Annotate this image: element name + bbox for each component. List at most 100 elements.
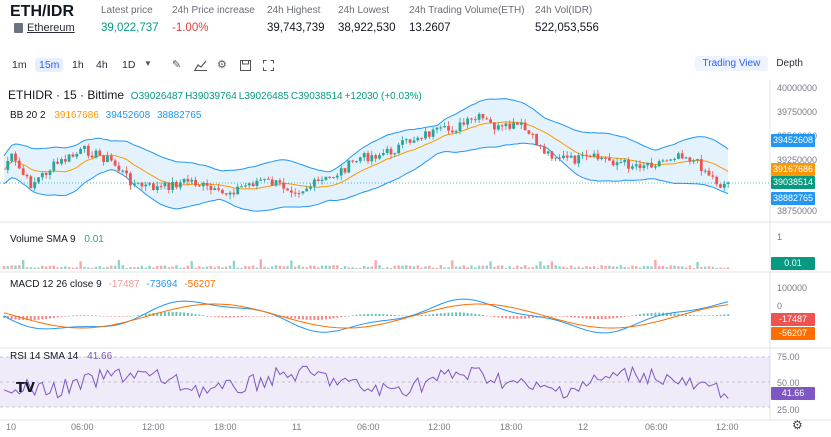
pair-title: ETH/IDR <box>10 3 74 20</box>
timeframe-1m[interactable]: 1m <box>12 59 27 71</box>
macd-histogram-bar <box>163 312 166 316</box>
candle-body <box>719 184 722 188</box>
volume-bar <box>516 265 519 269</box>
macd-histogram-bar <box>439 313 442 316</box>
candle-body <box>585 154 588 156</box>
candle-body <box>500 125 504 127</box>
time-axis-label: 12:00 <box>142 422 165 432</box>
volume-bar <box>397 265 400 269</box>
save-icon[interactable] <box>240 60 251 71</box>
candle-body <box>320 179 324 181</box>
volume-bar <box>274 265 278 269</box>
volume-bar <box>635 266 638 269</box>
volume-bar <box>700 266 703 269</box>
stat-24h-highest: 24h Highest 39,743,739 <box>267 5 325 34</box>
price-axis-label: 39750000 <box>777 107 818 117</box>
candle-body <box>113 160 117 166</box>
macd-histogram-bar <box>305 316 308 320</box>
candle-body <box>117 165 121 171</box>
candle-body <box>558 157 561 159</box>
volume-bar <box>466 267 469 269</box>
macd-histogram-bar <box>298 316 300 320</box>
macd-histogram-bar <box>294 316 297 319</box>
timeframe-1d[interactable]: 1D <box>122 59 136 71</box>
candle-body <box>316 179 320 181</box>
candle-body <box>240 186 243 188</box>
volume-bar <box>665 267 669 269</box>
volume-bar <box>267 267 270 269</box>
tab-trading-view[interactable]: Trading View <box>694 56 769 71</box>
volume-bar <box>707 266 711 269</box>
macd-histogram-bar <box>424 314 427 316</box>
macd-histogram-bar <box>102 316 105 317</box>
volume-bar <box>152 267 155 269</box>
volume-bar <box>378 265 381 269</box>
macd-histogram-bar <box>64 316 67 317</box>
volume-bar <box>512 267 515 269</box>
gear-icon[interactable]: ⚙ <box>217 59 227 71</box>
volume-bar <box>98 266 101 269</box>
chart-settings-icon[interactable]: ⚙ <box>792 418 803 432</box>
volume-bar <box>650 266 653 269</box>
volume-bar <box>343 266 347 269</box>
volume-bar <box>71 267 75 269</box>
coin-link[interactable]: Ethereum <box>14 22 75 34</box>
volume-bar <box>129 267 132 269</box>
volume-bar <box>110 265 113 269</box>
pencil-icon[interactable]: ✎ <box>172 59 182 71</box>
volume-bar <box>677 266 680 269</box>
candle-body <box>293 192 297 194</box>
macd-histogram-bar <box>355 314 358 316</box>
candle-body <box>305 188 309 192</box>
line-chart-icon[interactable] <box>194 60 207 71</box>
macd-histogram-bar <box>198 314 201 316</box>
fullscreen-icon[interactable] <box>263 60 274 71</box>
volume-bar <box>727 267 730 269</box>
volume-bar <box>596 267 600 269</box>
time-axis-label: 12:00 <box>716 422 739 432</box>
volume-bar <box>462 265 465 269</box>
macd-histogram-bar <box>359 314 362 316</box>
ohlc-low: L39026485 <box>238 91 289 102</box>
macd-histogram-bar <box>271 316 274 317</box>
candle-body <box>129 173 132 186</box>
macd-histogram-bar <box>186 313 189 316</box>
macd-hist-tag: -17487 <box>771 313 815 326</box>
candle-body <box>554 157 558 159</box>
candle-body <box>358 157 362 162</box>
volume-bar <box>711 267 714 269</box>
macd-histogram-bar <box>436 313 438 316</box>
volume-bar <box>535 265 538 269</box>
macd-pane <box>3 298 730 334</box>
volume-bar <box>278 265 282 269</box>
ticker-header: ETH/IDR Ethereum Latest price 39,022,737… <box>0 0 831 46</box>
candle-body <box>167 182 171 190</box>
stat-24h-lowest: 24h Lowest 38,922,530 <box>338 5 396 34</box>
volume-bar <box>90 267 94 269</box>
chevron-down-icon[interactable]: ▼ <box>144 59 152 68</box>
candle-body <box>381 153 385 155</box>
timeframe-1h[interactable]: 1h <box>72 59 84 71</box>
timeframe-15m[interactable]: 15m <box>35 58 64 72</box>
volume-bar <box>493 266 496 269</box>
volume-bar <box>271 266 274 269</box>
macd-histogram-bar <box>619 316 622 318</box>
volume-bar <box>615 266 619 269</box>
time-axis-label: 10 <box>6 422 17 432</box>
volume-bar <box>259 259 262 269</box>
price-chart[interactable]: ETHIDR · 15 · Bittime O39026487 H39039764… <box>0 80 831 437</box>
chart-view-tabs: Trading View Depth <box>694 56 812 71</box>
volume-bar <box>355 268 358 269</box>
candle-body <box>550 151 554 159</box>
volume-bar <box>569 265 573 269</box>
volume-bar <box>370 266 373 269</box>
volume-bar <box>232 260 236 269</box>
macd-histogram-bar <box>704 315 707 316</box>
macd-histogram-bar <box>41 316 44 320</box>
macd-histogram-bar <box>125 316 128 317</box>
candle-body <box>523 122 527 131</box>
chart-canvas[interactable] <box>0 80 831 437</box>
tab-depth[interactable]: Depth <box>776 58 803 69</box>
macd-histogram-bar <box>382 314 385 316</box>
timeframe-4h[interactable]: 4h <box>96 59 108 71</box>
